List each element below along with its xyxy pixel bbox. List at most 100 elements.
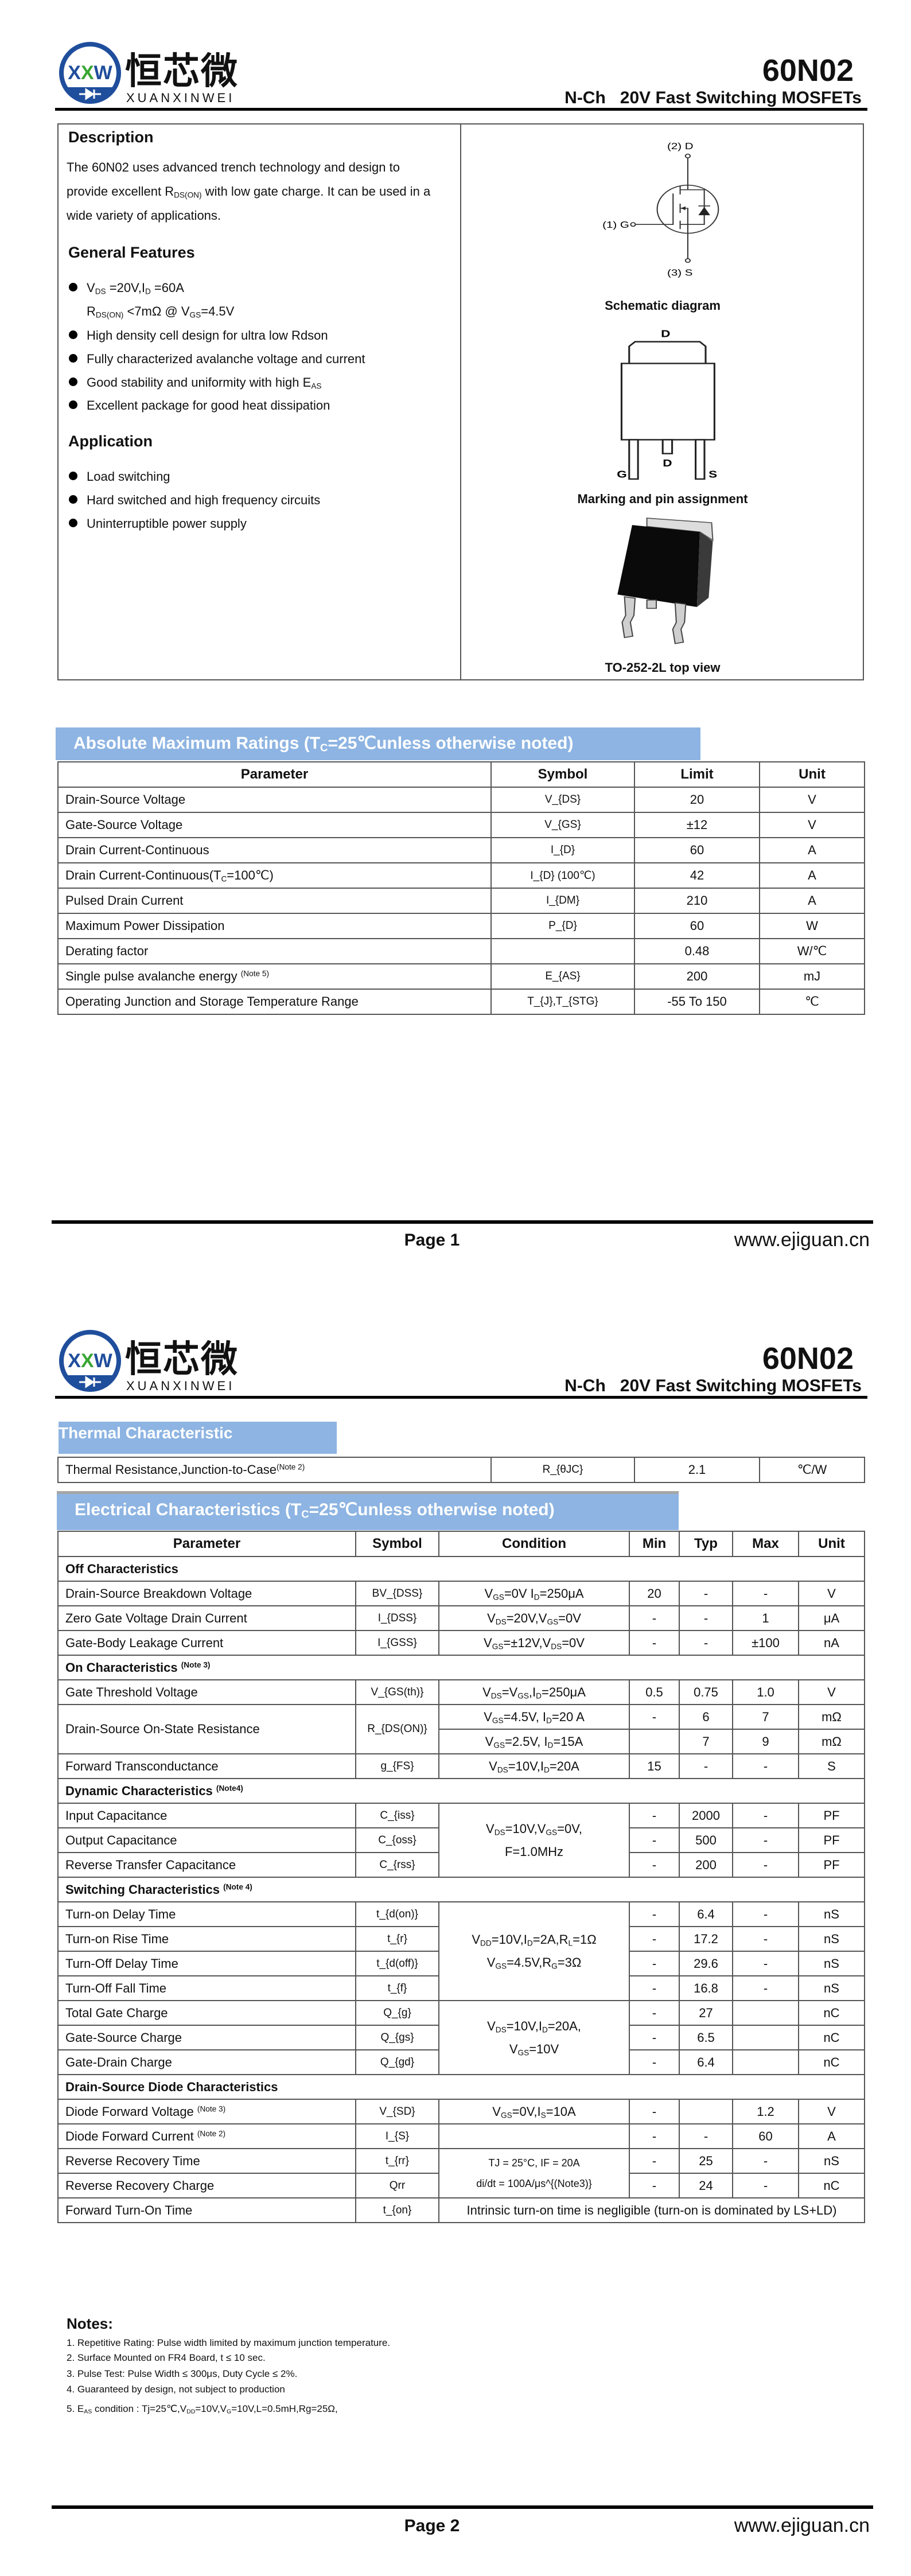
feature-text: Fully characterized avalanche voltage an… (87, 352, 365, 366)
typ-cell: 7 (679, 1729, 733, 1754)
source-lead-label: S (708, 469, 717, 480)
symbol-cell: Q_{gs} (355, 2025, 439, 2050)
column-header-unit: Unit (798, 1531, 865, 1557)
parameter-cell: Forward Turn-On Time (57, 2197, 356, 2223)
symbol-cell: Qrr (355, 2173, 439, 2198)
unit-cell: A (759, 862, 865, 889)
feature-item: High density cell design for ultra low R… (69, 329, 328, 342)
max-cell: - (732, 1581, 799, 1606)
section-title: Dynamic Characteristics (Note4) (57, 1778, 865, 1804)
symbol-cell: t_{d(on)} (355, 1901, 439, 1927)
bullet-icon (69, 283, 77, 291)
table-row: Drain-Source Breakdown Voltage BV_{DSS} VG… (57, 1581, 865, 1606)
source-pin-label: (3) S (667, 267, 692, 278)
min-cell: - (629, 2025, 680, 2050)
min-cell: - (629, 1803, 680, 1828)
feature-item: Fully characterized avalanche voltage an… (69, 353, 365, 365)
limit-cell: 210 (634, 888, 760, 914)
tab-drain-label: D (661, 329, 670, 340)
table-row: Drain Current-Continuous I_{D} 60 A (57, 837, 865, 863)
parameter-cell: Single pulse avalanche energy (Note 5) (57, 963, 492, 990)
unit-cell: nC (798, 2049, 865, 2075)
column-header-max: Max (732, 1531, 799, 1557)
section-title: Drain-Source Diode Characteristics (57, 2074, 865, 2100)
symbol-cell: P_{D} (490, 913, 635, 939)
abs-max-table: Parameter Symbol Limit Unit Drain-Source… (57, 761, 865, 1015)
symbol-cell: C_{rss} (355, 1852, 439, 1878)
footer-website-link[interactable]: www.ejiguan.cn (734, 2515, 870, 2536)
max-cell: - (732, 1827, 799, 1853)
parameter-cell: Gate-Source Voltage (57, 812, 492, 838)
unit-cell: nS (798, 2148, 865, 2174)
logo-english-text: XUANXINWEI (126, 91, 235, 105)
condition-cell: VDS=10V,ID=20A (438, 1753, 630, 1779)
application-text: Uninterruptible power supply (87, 516, 247, 531)
symbol-cell: t_{f} (355, 1975, 439, 2001)
table-row: Output Capacitance C_{oss} -500- PF (57, 1827, 865, 1853)
table-row: Turn-on Rise Time t_{r} -17.2- nS (57, 1926, 865, 1952)
symbol-cell (490, 938, 635, 964)
column-divider (460, 123, 461, 680)
min-cell: - (629, 1630, 680, 1656)
notes-heading: Notes: (67, 2315, 113, 2332)
unit-cell: mΩ (798, 1729, 865, 1754)
limit-cell: ±12 (634, 812, 760, 838)
description-text: The 60N02 uses advanced trench technolog… (67, 160, 431, 223)
page-number: Page 2 (404, 2516, 460, 2535)
min-cell: - (629, 1926, 680, 1952)
note-item: 5. EAS condition : Tj=25℃,VDD=10V,VG=10V… (67, 2403, 338, 2415)
unit-cell: PF (798, 1852, 865, 1878)
section-header-row: Off Characteristics (57, 1556, 865, 1582)
unit-cell: nA (798, 1630, 865, 1656)
thermal-banner: Thermal Characteristic (59, 1422, 337, 1454)
symbol-cell: C_{iss} (355, 1803, 439, 1828)
thermal-title: Thermal Characteristic (59, 1424, 233, 1442)
marking-caption: Marking and pin assignment (577, 492, 748, 506)
max-cell: 7 (732, 1704, 799, 1730)
table-row: Reverse Recovery Charge Qrr -24- nC (57, 2173, 865, 2198)
limit-cell: 60 (634, 837, 760, 863)
section-header-row: On Characteristics (Note 3) (57, 1655, 865, 1680)
description-heading: Description (68, 129, 154, 146)
company-logo: XXW 恒芯微 XUANXINWEI (57, 1329, 252, 1394)
feature-text: Good stability and uniformity with high … (87, 375, 322, 391)
symbol-cell: I_{GSS} (355, 1630, 439, 1656)
typ-cell (679, 2099, 733, 2124)
section-title: On Characteristics (Note 3) (57, 1655, 865, 1680)
feature-item: Good stability and uniformity with high … (69, 375, 322, 391)
condition-cell: VGS=0V,IS=10A (438, 2099, 630, 2124)
section-header-row: Dynamic Characteristics (Note4) (57, 1778, 865, 1804)
limit-cell: 60 (634, 913, 760, 939)
parameter-cell: Reverse Transfer Capacitance (57, 1852, 356, 1878)
application-heading: Application (68, 433, 153, 450)
typ-cell: 29.6 (679, 1951, 733, 1976)
parameter-cell: Turn-Off Fall Time (57, 1975, 356, 2001)
section-title: Off Characteristics (57, 1556, 865, 1582)
feature-text: Excellent package for good heat dissipat… (87, 398, 330, 413)
parameter-cell: Drain Current-Continuous (57, 837, 492, 863)
parameter-cell: Reverse Recovery Time (57, 2148, 356, 2174)
footer-rule (52, 1220, 873, 1224)
typ-cell: - (679, 1605, 733, 1631)
thermal-table: Thermal Resistance,Junction-to-Case(Note… (57, 1457, 865, 1483)
typ-cell: - (679, 1630, 733, 1656)
drain-pin-label: (2) D (667, 141, 694, 151)
bullet-icon (69, 472, 77, 480)
symbol-cell: E_{AS} (490, 963, 635, 990)
table-row: Forward Transconductance g_{FS} VDS=10V,ID… (57, 1753, 865, 1779)
bullet-icon (69, 519, 77, 527)
min-cell: - (629, 1852, 680, 1878)
parameter-cell: Drain-Source On-State Resistance (57, 1704, 356, 1754)
column-header-typ: Typ (679, 1531, 733, 1557)
svg-text:XXW: XXW (68, 62, 112, 84)
typ-cell: 27 (679, 2000, 733, 2026)
condition-cell: VGS=0V ID=250μA (438, 1581, 630, 1606)
condition-cell (438, 2123, 630, 2149)
min-cell: - (629, 1605, 680, 1631)
parameter-cell: Gate-Source Charge (57, 2025, 356, 2050)
footer-website-link[interactable]: www.ejiguan.cn (734, 1229, 870, 1251)
note-item: 2. Surface Mounted on FR4 Board, t ≤ 10 … (67, 2352, 266, 2363)
abs-max-title: Absolute Maximum Ratings (TC=25℃unless o… (73, 734, 574, 754)
feature-text: RDS(ON) <7mΩ @ VGS=4.5V (87, 304, 235, 320)
unit-cell: nS (798, 1901, 865, 1927)
